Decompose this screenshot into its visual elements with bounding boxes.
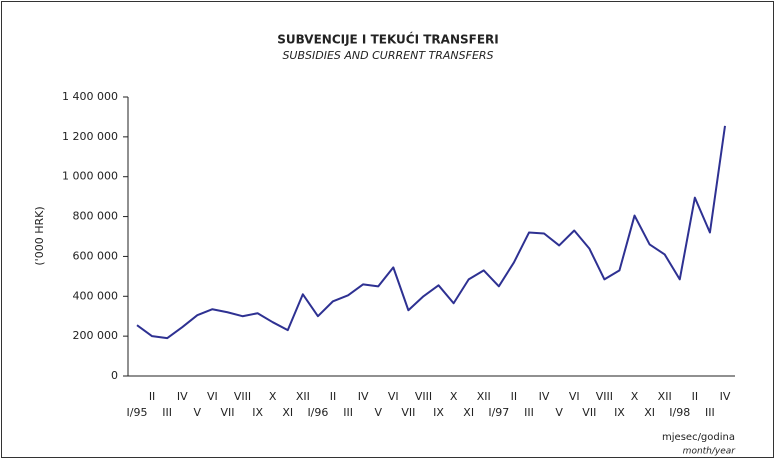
x-tick-label: III <box>705 406 715 419</box>
chart-title: SUBVENCIJE I TEKUĆI TRANSFERI <box>277 32 499 47</box>
x-tick-label: II <box>149 390 156 403</box>
x-tick-label: X <box>450 390 458 403</box>
y-tick-label: 1 400 000 <box>62 90 118 103</box>
chart-subtitle: SUBSIDIES AND CURRENT TRANSFERS <box>282 49 493 62</box>
x-tick-label: I/98 <box>669 406 690 419</box>
x-tick-label: X <box>631 390 639 403</box>
x-tick-label: IV <box>177 390 188 403</box>
x-axis-label: mjesec/godina <box>662 432 735 443</box>
y-tick-label: 0 <box>111 369 118 382</box>
x-axis-label-sub: month/year <box>683 447 737 457</box>
x-tick-label: VI <box>388 390 399 403</box>
data-line <box>136 125 726 340</box>
x-tick-label: X <box>269 390 277 403</box>
x-tick-label: IX <box>433 406 444 419</box>
y-tick-label: 400 000 <box>73 289 119 302</box>
x-tick-label: XI <box>644 406 655 419</box>
x-tick-label: III <box>343 406 353 419</box>
y-tick-label: 600 000 <box>73 249 119 262</box>
x-tick-label: I/95 <box>127 406 148 419</box>
x-tick-label: I/97 <box>488 406 509 419</box>
x-tick-label: XII <box>477 390 491 403</box>
x-tick-label: IX <box>614 406 625 419</box>
x-tick-label: VII <box>401 406 415 419</box>
x-tick-label: VI <box>569 390 580 403</box>
y-tick-label: 800 000 <box>73 210 119 223</box>
x-tick-label: VIII <box>234 390 251 403</box>
x-tick-label: VII <box>220 406 234 419</box>
x-tick-label: I/96 <box>307 406 328 419</box>
y-axis-label: ('000 HRK) <box>33 206 46 265</box>
x-tick-label: V <box>374 406 382 419</box>
x-tick-label: III <box>162 406 172 419</box>
x-tick-label: IV <box>539 390 550 403</box>
x-tick-label: XI <box>282 406 293 419</box>
y-tick-label: 1 000 000 <box>62 170 118 183</box>
x-tick-label: V <box>555 406 563 419</box>
x-tick-label: IV <box>720 390 731 403</box>
x-tick-label: XII <box>296 390 310 403</box>
x-tick-label: VIII <box>415 390 432 403</box>
x-tick-label: V <box>194 406 202 419</box>
x-tick-label: II <box>692 390 699 403</box>
x-tick-label: III <box>524 406 534 419</box>
x-tick-label: IX <box>252 406 263 419</box>
x-tick-label: II <box>511 390 518 403</box>
x-tick-label: IV <box>358 390 369 403</box>
x-tick-label: VIII <box>596 390 613 403</box>
x-tick-label: VII <box>582 406 596 419</box>
x-tick-label: II <box>330 390 337 403</box>
y-tick-label: 1 200 000 <box>62 130 118 143</box>
y-tick-label: 200 000 <box>73 329 119 342</box>
x-tick-label: XI <box>463 406 474 419</box>
x-tick-label: VI <box>207 390 218 403</box>
x-tick-label: XII <box>658 390 672 403</box>
